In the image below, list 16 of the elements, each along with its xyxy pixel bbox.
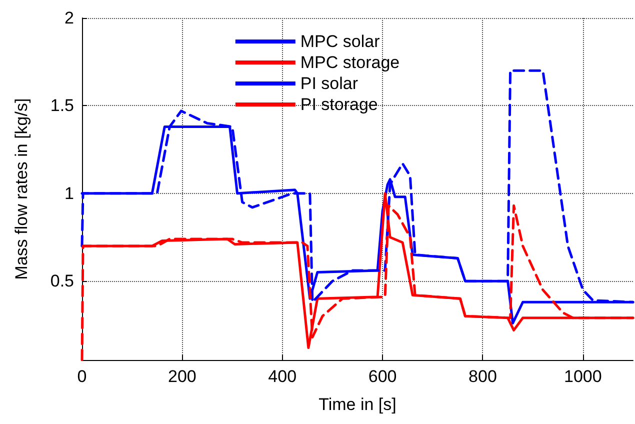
- x-tick-label: 400: [268, 367, 297, 386]
- x-tick-label: 600: [368, 367, 397, 386]
- legend-label: PI solar: [300, 74, 358, 93]
- legend-label: PI storage: [300, 95, 378, 114]
- y-axis-title: Mass flow rates in [kg/s]: [12, 98, 31, 280]
- y-tick-label: 1.5: [50, 96, 74, 116]
- legend-label: MPC storage: [300, 53, 400, 72]
- y-tick-label: 2: [64, 8, 74, 28]
- y-tick-label: 1: [64, 184, 74, 203]
- x-tick-label: 200: [168, 367, 196, 386]
- legend-label: MPC solar: [300, 32, 380, 51]
- x-tick-label: 1000: [564, 367, 602, 386]
- x-axis-title: Time in [s]: [318, 395, 396, 414]
- y-tick-label: 0.5: [50, 272, 74, 291]
- x-tick-label: 0: [77, 367, 87, 386]
- x-tick-label: 800: [468, 367, 497, 386]
